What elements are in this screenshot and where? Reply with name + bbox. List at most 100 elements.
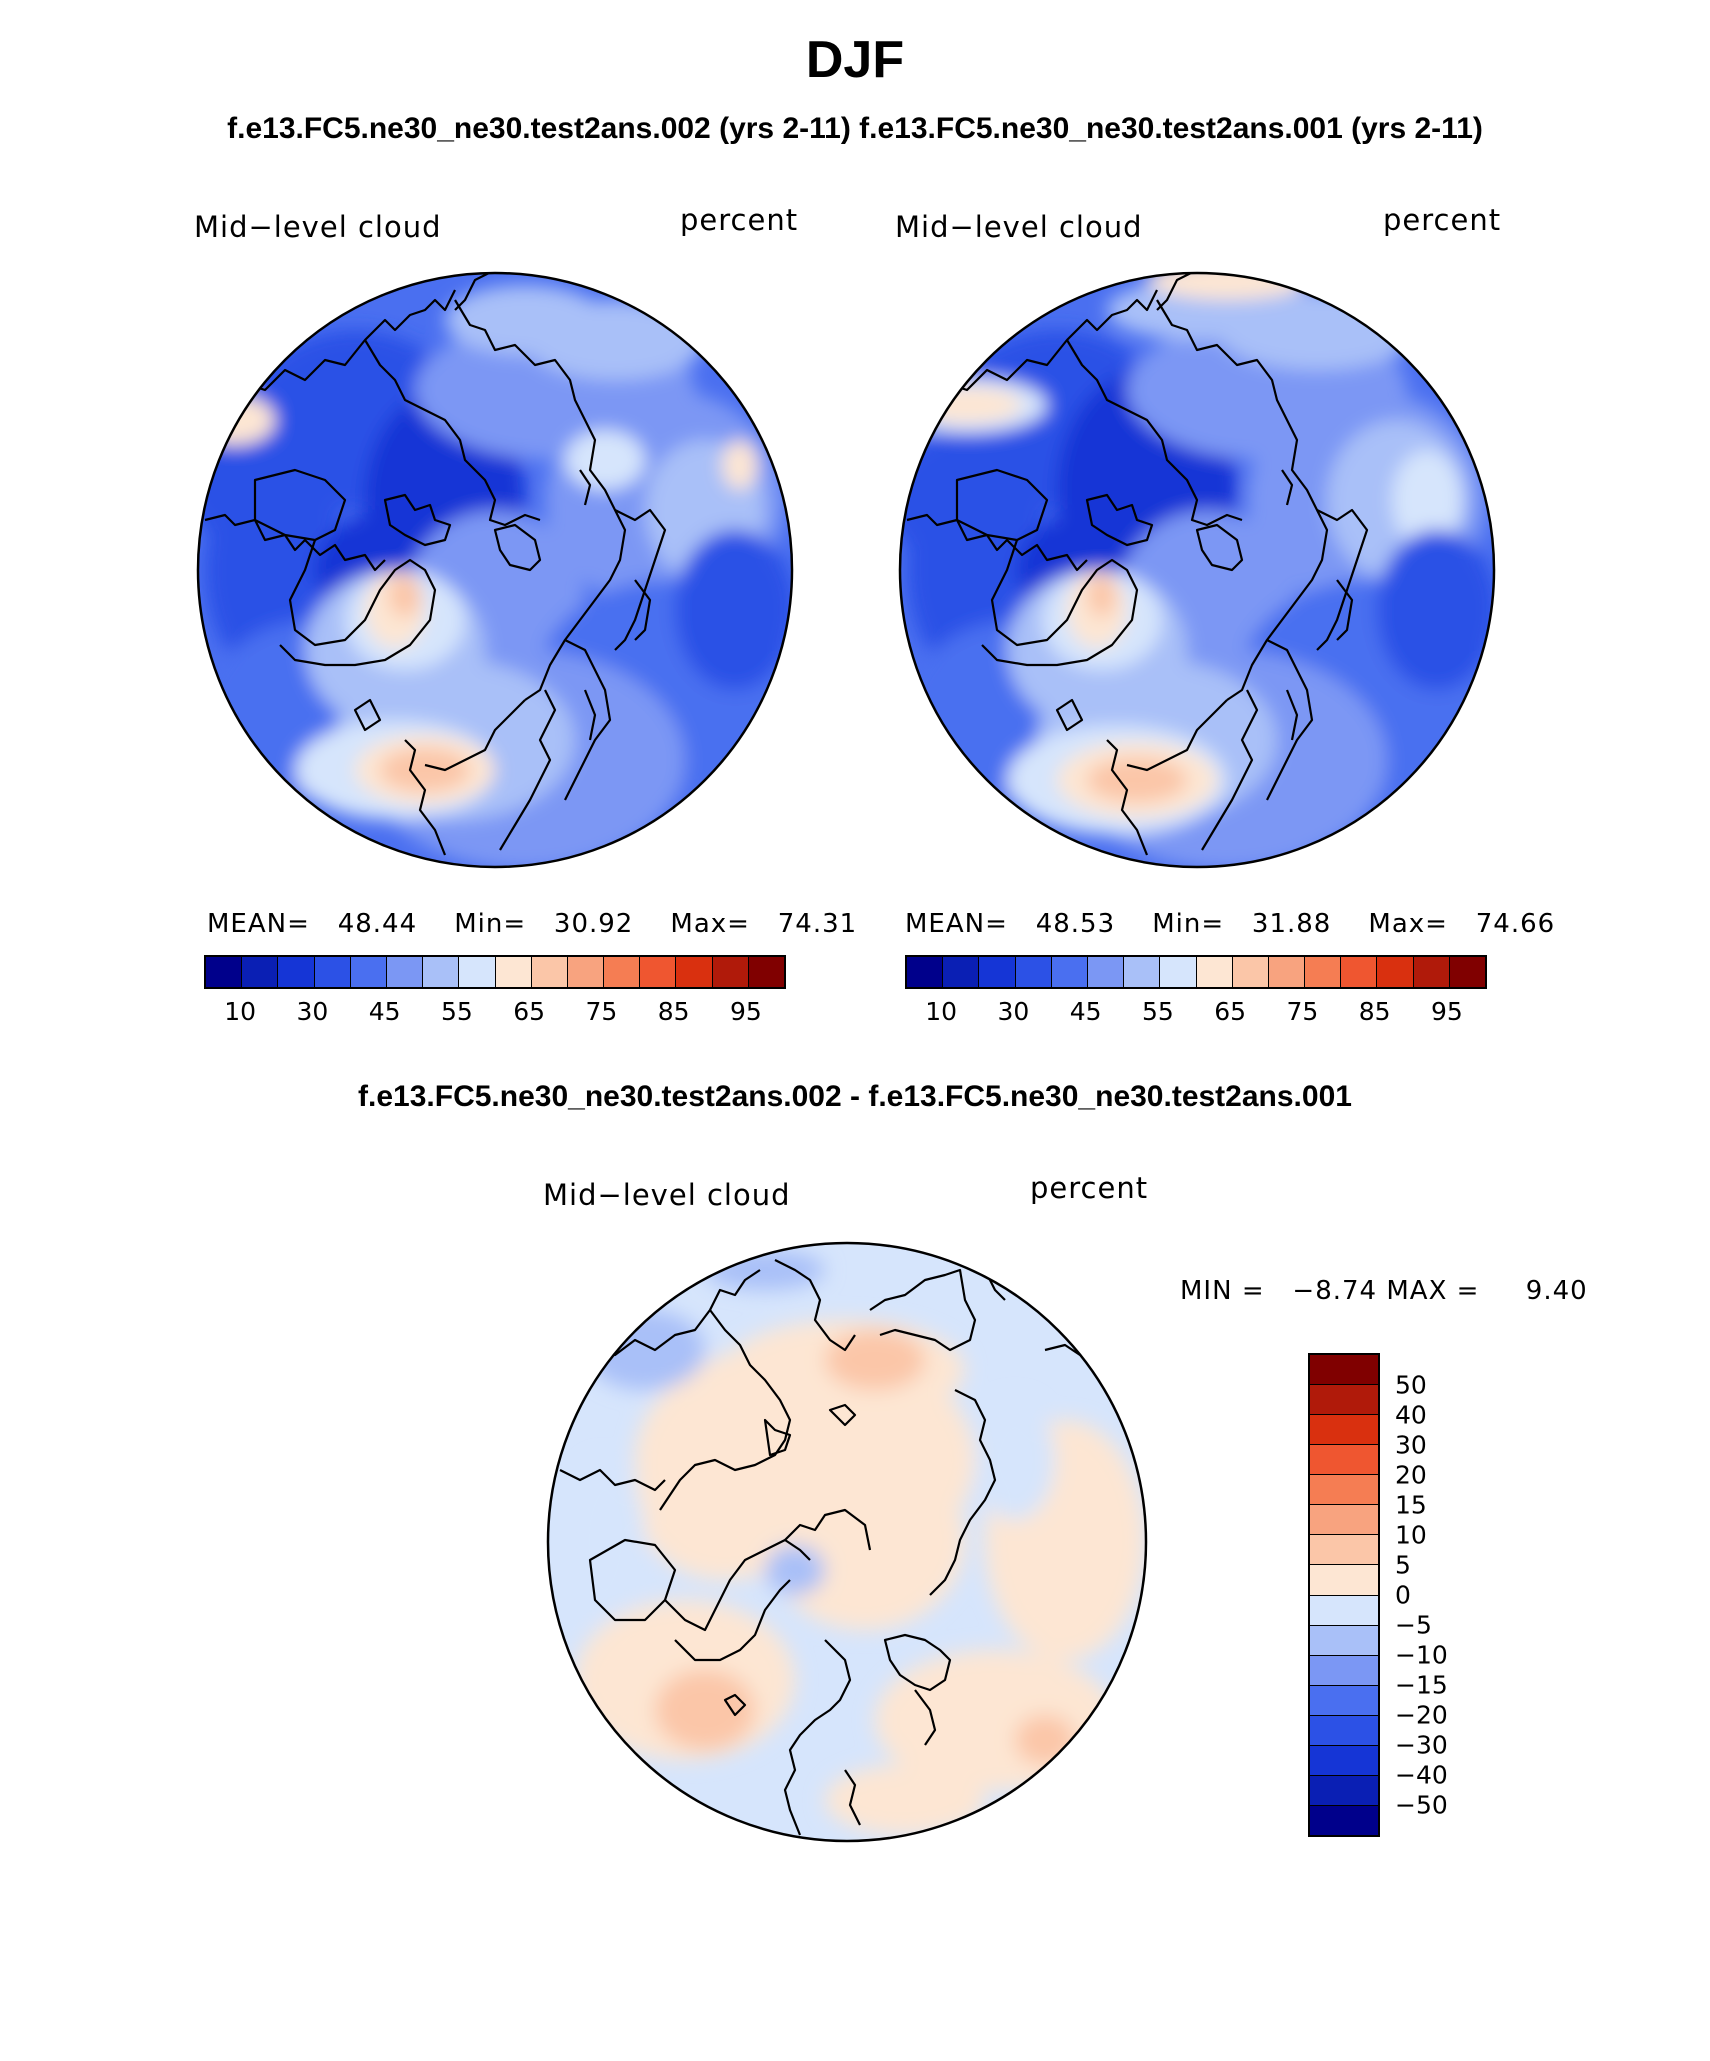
panel2-mean-stat: MEAN= 48.53 Min= 31.88 Max= 74.66	[905, 909, 1555, 939]
panel2-min-label: Min=	[1152, 909, 1225, 939]
diff-colorbar-swatch	[1310, 1715, 1378, 1746]
panel1-colorbar	[204, 955, 786, 989]
panel2-colorbar-swatch	[1087, 957, 1125, 987]
diff-cloud-field	[548, 1243, 1146, 1841]
panel2-colorbar-swatch	[1124, 957, 1161, 987]
panel2-coastlines	[906, 273, 1483, 856]
diff-colorbar-tick-label: −5	[1395, 1610, 1432, 1640]
panel2-colorbar-tick-label: 95	[1430, 997, 1463, 1026]
diff-colorbar-swatch	[1310, 1745, 1378, 1776]
panel2-polar-map	[898, 271, 1496, 869]
panel2-colorbar-ticks: 10 30 45 55 65 75 85 95	[905, 997, 1487, 1027]
panel2-mean-label: MEAN=	[905, 909, 1008, 939]
diff-colorbar-tick-label: −30	[1395, 1730, 1448, 1760]
panel1-mean-stat: MEAN= 48.44 Min= 30.92 Max= 74.31	[207, 909, 857, 939]
diff-colorbar-tick-label: 20	[1395, 1460, 1427, 1490]
panel1-max-label: Max=	[670, 909, 750, 939]
panel1-colorbar-swatch	[423, 957, 460, 987]
diff-colorbar-tick-label: −15	[1395, 1670, 1448, 1700]
panel1-colorbar-swatch	[495, 957, 532, 987]
panel1-colorbar-tick-label: 95	[729, 997, 762, 1026]
panel1-colorbar-swatch	[712, 957, 749, 987]
panel1-colorbar-swatch	[242, 957, 279, 987]
diff-colorbar-tick-label: 50	[1395, 1370, 1427, 1400]
panel2-variable-label: Mid−level cloud	[895, 210, 1143, 244]
diff-colorbar-swatch	[1310, 1505, 1378, 1536]
diff-colorbar-tick-label: −10	[1395, 1640, 1448, 1670]
diff-colorbar-swatch	[1310, 1385, 1378, 1416]
panel1-colorbar-swatch	[604, 957, 641, 987]
diff-minmax-stat: MIN = −8.74 MAX = 9.40	[1180, 1276, 1588, 1306]
diff-colorbar-swatch	[1310, 1415, 1378, 1446]
panel2-colorbar-tick-label: 45	[1069, 997, 1102, 1026]
panel1-colorbar-swatch	[676, 957, 713, 987]
panel2-colorbar-tick-label: 85	[1358, 997, 1391, 1026]
diff-colorbar-swatch	[1310, 1805, 1378, 1835]
panel1-coastlines	[204, 273, 781, 856]
panel2-colorbar-swatch	[1196, 957, 1233, 987]
panel1-colorbar-ticks: 10 30 45 55 65 75 85 95	[204, 997, 786, 1027]
diff-variable-label: Mid−level cloud	[543, 1178, 791, 1212]
diff-colorbar-tick-label: 10	[1395, 1520, 1427, 1550]
diff-max-value: 9.40	[1525, 1276, 1588, 1306]
diff-colorbar-swatch	[1310, 1355, 1378, 1386]
panel2-colorbar-swatch	[1015, 957, 1052, 987]
diff-colorbar-tick-label: 15	[1395, 1490, 1427, 1520]
panel1-colorbar-tick-label: 85	[657, 997, 690, 1026]
panel2-colorbar-swatch	[1449, 957, 1485, 987]
panel2-colorbar-swatch	[1305, 957, 1342, 987]
diff-map-border	[546, 1241, 1148, 1843]
panel1-colorbar-swatch	[350, 957, 387, 987]
panel1-colorbar-swatch	[640, 957, 677, 987]
panel2-colorbar-tick-label: 10	[925, 997, 958, 1026]
panel1-colorbar-tick-label: 55	[440, 997, 473, 1026]
panel1-colorbar-tick-label: 75	[585, 997, 618, 1026]
panel2-colorbar-tick-label: 30	[997, 997, 1030, 1026]
panel2-colorbar	[905, 955, 1487, 989]
panel1-map-border	[196, 271, 794, 869]
panel2-colorbar-swatch	[1377, 957, 1414, 987]
diff-colorbar-tick-label: −50	[1395, 1790, 1448, 1820]
panel2-colorbar-swatch	[1051, 957, 1088, 987]
diff-colorbar-swatch	[1310, 1595, 1378, 1626]
diff-colorbar-tick-label: 5	[1395, 1550, 1411, 1580]
diff-colorbar-swatch	[1310, 1565, 1378, 1596]
panel2-mean-value: 48.53	[1035, 909, 1116, 939]
panel1-colorbar-swatch	[531, 957, 568, 987]
panel2-max-value: 74.66	[1475, 909, 1556, 939]
diff-colorbar-tick-label: −40	[1395, 1760, 1448, 1790]
panel1-colorbar-swatch	[748, 957, 784, 987]
diff-polar-map	[546, 1241, 1148, 1843]
panel1-colorbar-swatch	[278, 957, 315, 987]
panel1-colorbar-tick-label: 10	[224, 997, 257, 1026]
diff-colorbar	[1308, 1353, 1380, 1837]
panel1-colorbar-tick-label: 45	[368, 997, 401, 1026]
panel2-colorbar-tick-label: 55	[1141, 997, 1174, 1026]
diff-min-value: −8.74	[1292, 1276, 1378, 1306]
page-title: DJF	[805, 31, 905, 89]
diff-colorbar-swatch	[1310, 1625, 1378, 1656]
panel2-colorbar-swatch	[907, 957, 944, 987]
panel1-cloud-field	[198, 273, 792, 867]
panel1-colorbar-swatch	[314, 957, 351, 987]
diff-colorbar-swatch	[1310, 1445, 1378, 1476]
panel1-colorbar-tick-label: 65	[513, 997, 546, 1026]
panel2-colorbar-tick-label: 75	[1286, 997, 1319, 1026]
panel2-colorbar-swatch	[1413, 957, 1450, 987]
panel1-colorbar-swatch	[459, 957, 496, 987]
diff-colorbar-swatch	[1310, 1475, 1378, 1506]
panel2-colorbar-swatch	[1268, 957, 1306, 987]
diff-colorbar-swatch	[1310, 1685, 1378, 1716]
diff-units-label: percent	[1030, 1171, 1149, 1205]
panel2-colorbar-swatch	[943, 957, 980, 987]
panel2-colorbar-swatch	[1341, 957, 1378, 987]
panel2-min-value: 31.88	[1251, 909, 1332, 939]
panel2-colorbar-swatch	[1232, 957, 1269, 987]
diff-colorbar-tick-label: −20	[1395, 1700, 1448, 1730]
diff-colorbar-ticks: 50 40 30 20 15 10 5 0 −5 −10 −15 −20 −30 −40 −50	[1395, 1355, 1485, 1835]
diff-colorbar-tick-label: 40	[1395, 1400, 1427, 1430]
panel1-min-label: Min=	[454, 909, 527, 939]
panel1-units-label: percent	[680, 203, 799, 237]
diff-colorbar-tick-label: 30	[1395, 1430, 1427, 1460]
panel2-units-label: percent	[1383, 203, 1502, 237]
